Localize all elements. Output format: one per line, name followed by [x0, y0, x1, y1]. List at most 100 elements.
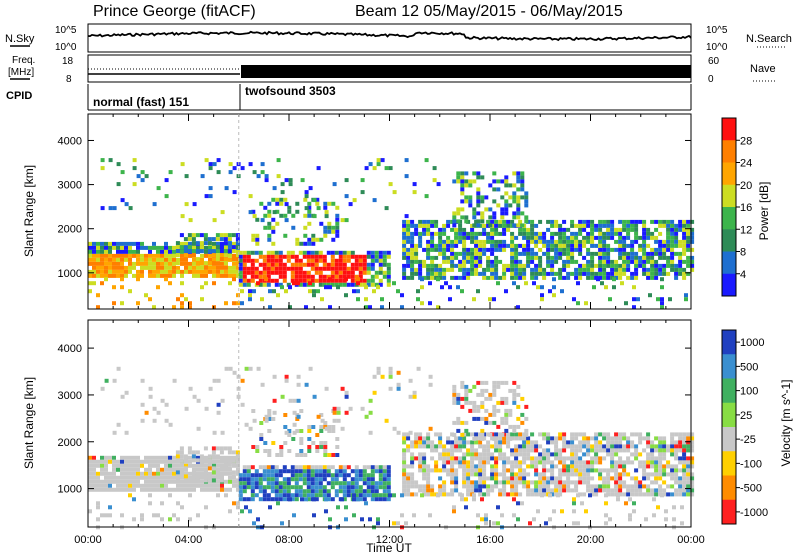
heatmap-cell — [307, 429, 312, 433]
heatmap-cell — [374, 489, 379, 494]
heatmap-cell — [482, 247, 487, 252]
heatmap-cell — [176, 269, 180, 274]
heatmap-cell — [374, 493, 379, 498]
heatmap-cell — [286, 250, 291, 255]
heatmap-cell — [518, 480, 523, 485]
heatmap-cell — [200, 253, 204, 258]
heatmap-cell — [100, 386, 105, 391]
heatmap-cell — [566, 251, 571, 256]
heatmap-cell — [426, 468, 431, 473]
heatmap-cell — [340, 386, 345, 391]
heatmap-cell — [510, 259, 515, 264]
heatmap-cell — [512, 191, 517, 196]
heatmap-cell — [642, 247, 647, 252]
heatmap-cell — [650, 255, 655, 260]
heatmap-cell — [466, 255, 471, 260]
heatmap-cell — [456, 207, 461, 212]
heatmap-cell — [602, 488, 607, 493]
heatmap-cell — [420, 277, 424, 282]
heatmap-cell — [630, 271, 635, 276]
heatmap-cell — [168, 261, 172, 266]
heatmap-cell — [470, 247, 475, 252]
heatmap-cell — [658, 472, 663, 477]
heatmap-cell — [438, 484, 443, 489]
heatmap-cell — [634, 448, 639, 453]
heatmap-cell — [662, 255, 667, 260]
heatmap-cell — [502, 436, 507, 441]
heatmap-cell — [414, 231, 419, 236]
heatmap-cell — [566, 456, 571, 461]
heatmap-cell — [116, 253, 120, 258]
heatmap-cell — [358, 473, 363, 478]
heatmap-cell — [203, 474, 208, 479]
heatmap-cell — [658, 267, 663, 272]
heatmap-cell — [124, 273, 128, 278]
heatmap-cell — [442, 480, 447, 485]
heatmap-cell — [546, 271, 551, 276]
heatmap-cell — [658, 456, 663, 461]
heatmap-cell — [438, 440, 443, 445]
heatmap-cell — [634, 452, 639, 457]
heatmap-cell — [183, 245, 188, 250]
heatmap-cell — [538, 267, 543, 272]
heatmap-cell — [278, 266, 283, 271]
heatmap-cell — [614, 480, 619, 485]
heatmap-cell — [452, 392, 457, 397]
heatmap-cell — [176, 297, 180, 302]
heatmap-cell — [658, 488, 663, 493]
heatmap-cell — [578, 219, 583, 224]
heatmap-cell — [478, 468, 483, 473]
heatmap-cell — [112, 378, 117, 383]
heatmap-cell — [478, 476, 483, 481]
heatmap-cell — [136, 471, 140, 476]
heatmap-cell — [254, 477, 259, 482]
heatmap-cell — [488, 223, 493, 228]
heatmap-cell — [426, 267, 431, 272]
heatmap-cell — [520, 175, 525, 180]
heatmap-cell — [278, 497, 283, 502]
heatmap-cell — [558, 231, 563, 236]
heatmap-cell — [494, 259, 499, 264]
heatmap-cell — [450, 468, 455, 473]
heatmap-cell — [542, 239, 547, 244]
heatmap-cell — [514, 456, 519, 461]
heatmap-cell — [606, 219, 611, 224]
heatmap-cell — [470, 468, 475, 473]
heatmap-cell — [200, 479, 204, 484]
heatmap-cell — [450, 464, 455, 469]
heatmap-cell — [180, 214, 185, 219]
heatmap-cell — [254, 250, 259, 255]
heatmap-cell — [231, 462, 236, 467]
heatmap-cell — [516, 211, 521, 216]
heatmap-cell — [598, 456, 603, 461]
heatmap-cell — [494, 267, 499, 272]
heatmap-cell — [216, 378, 221, 383]
heatmap-cell — [96, 459, 100, 464]
heatmap-cell — [674, 476, 679, 481]
heatmap-cell — [200, 285, 204, 290]
heatmap-cell — [294, 473, 299, 478]
heatmap-cell — [254, 258, 259, 263]
nave-right-tick-top: 60 — [708, 56, 720, 67]
heatmap-cell — [376, 285, 380, 290]
heatmap-cell — [220, 210, 225, 215]
heatmap-cell — [152, 265, 156, 270]
velocity-colorbar-label: Velocity [m s^-1] — [779, 380, 793, 467]
heatmap-cell — [690, 231, 695, 236]
heatmap-cell — [402, 432, 407, 437]
heatmap-cell — [446, 440, 451, 445]
heatmap-cell — [274, 254, 279, 259]
heatmap-cell — [406, 484, 411, 489]
heatmap-cell — [686, 440, 691, 445]
heatmap-cell — [654, 464, 659, 469]
heatmap-cell — [494, 227, 499, 232]
heatmap-cell — [104, 257, 108, 262]
heatmap-cell — [472, 384, 477, 389]
heatmap-cell — [400, 293, 404, 298]
heatmap-cell — [100, 273, 104, 278]
heatmap-cell — [666, 235, 671, 240]
heatmap-cell — [168, 493, 172, 498]
heatmap-cell — [92, 483, 96, 488]
heatmap-cell — [152, 241, 156, 246]
heatmap-cell — [662, 452, 667, 457]
